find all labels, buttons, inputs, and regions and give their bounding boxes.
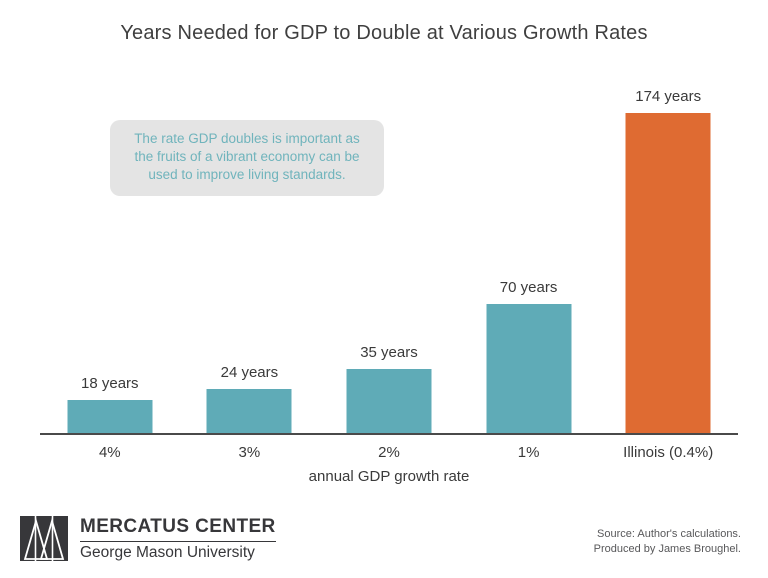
mercatus-logo-text: MERCATUS CENTER George Mason University [80,516,276,562]
bar-column-3%: 24 years [180,113,320,433]
bar-column-4%: 18 years [40,113,180,433]
mercatus-logo: MERCATUS CENTER George Mason University [20,515,276,562]
bar-chart: 18 years 24 years 35 years 70 years 174 year… [40,88,738,485]
bar-value-label: 18 years [81,375,139,392]
bar-value-label: 24 years [220,364,279,381]
bar-column-2%: 35 years [319,113,459,433]
mercatus-logo-icon [20,516,68,561]
x-axis-line [40,433,738,435]
x-tick-label: 1% [517,444,540,461]
bar-value-label: 174 years [635,88,702,105]
x-tick-label: 3% [238,444,261,461]
bar-column-Illinois (0.4%): 174 years [598,88,738,433]
chart-title: Years Needed for GDP to Double at Variou… [120,22,648,44]
bar-value-label: 70 years [499,279,558,296]
bar-Illinois (0.4%) [625,113,711,433]
source-note: Source: Author's calculations. Produced … [594,527,741,557]
source-line-2: Produced by James Broughel. [593,543,741,555]
bar-1% [486,304,572,433]
x-tick-label: 4% [98,444,121,461]
plot-area: 18 years 24 years 35 years 70 years 174 year… [40,88,738,433]
bar-value-label: 35 years [360,344,418,361]
mercatus-logo-subtitle: George Mason University [80,543,255,561]
x-axis-ticks: 4% 3% 2% 1% Illinois (0.4%) [40,444,738,461]
bar-4% [67,400,153,433]
x-tick-label: Illinois (0.4%) [623,444,714,461]
mercatus-logo-title: MERCATUS CENTER [80,516,276,542]
source-line-1: Source: Author's calculations. [597,528,741,540]
bar-column-1%: 70 years [459,113,599,433]
bar-2% [346,369,432,433]
x-axis-title: annual GDP growth rate [308,468,470,485]
bar-3% [206,389,292,433]
annotation-callout: The rate GDP doubles is important as the… [110,120,384,196]
x-tick-label: 2% [378,444,400,461]
